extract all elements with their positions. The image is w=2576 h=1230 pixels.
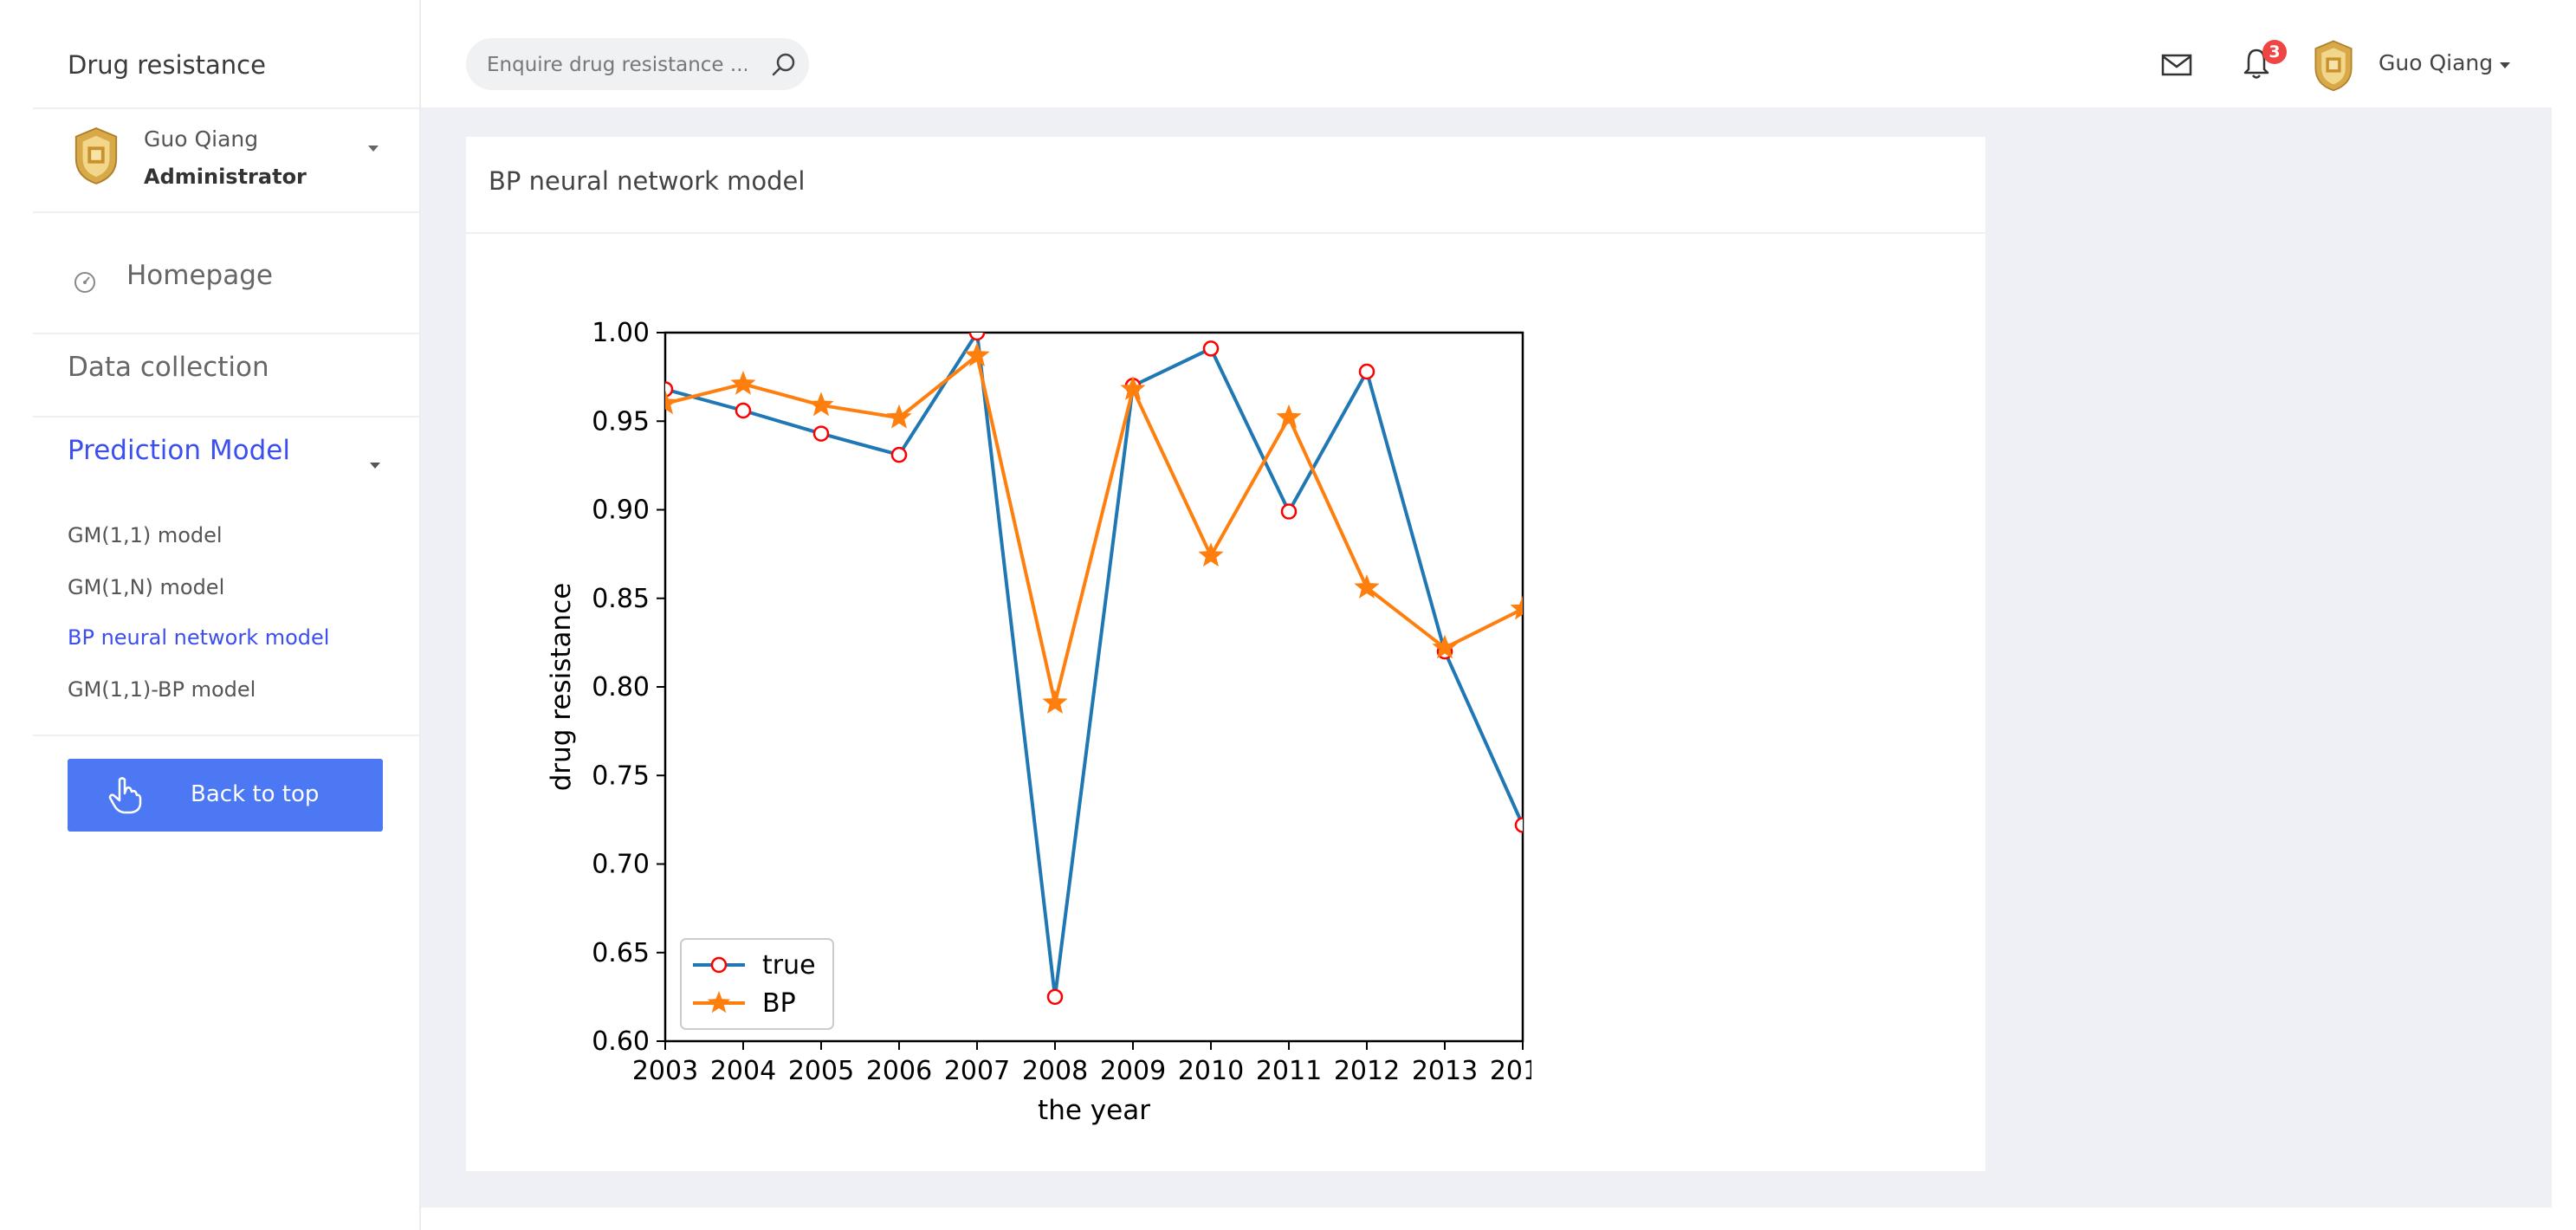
data-point-bp bbox=[808, 392, 834, 417]
sidebar-item-data-collection[interactable]: Data collection bbox=[68, 352, 269, 383]
data-point-bp bbox=[886, 404, 912, 429]
data-point-true bbox=[1514, 817, 1523, 833]
x-tick-label: 2005 bbox=[788, 1056, 854, 1086]
main-content: BP neural network model 0.60 0.65 0.70 0.75… bbox=[421, 107, 2552, 1207]
data-point-true bbox=[968, 333, 986, 341]
avatar[interactable] bbox=[2311, 38, 2356, 92]
series-line-true bbox=[665, 333, 1523, 998]
sidebar-subitem-gm1n[interactable]: GM(1,N) model bbox=[68, 575, 225, 599]
x-tick-label: 2008 bbox=[1022, 1056, 1088, 1086]
divider bbox=[33, 735, 419, 736]
x-tick-label: 2013 bbox=[1412, 1056, 1478, 1086]
x-tick-label: 2003 bbox=[632, 1056, 698, 1086]
data-point-true bbox=[812, 425, 830, 442]
line-chart: 0.60 0.65 0.70 0.75 0.80 0.85 0.90 0.95 1.00 2003… bbox=[546, 318, 1531, 1126]
sidebar-item-prediction-model[interactable]: Prediction Model bbox=[68, 435, 290, 466]
sidebar: Drug resistance Guo Qiang Administrator … bbox=[33, 0, 421, 1230]
pointer-hand-icon bbox=[108, 777, 142, 814]
data-point-true bbox=[1202, 340, 1220, 357]
series-line-bp bbox=[665, 353, 1523, 703]
legend-label-bp: BP bbox=[762, 988, 796, 1019]
data-point-true bbox=[665, 381, 674, 398]
sidebar-subitem-gm11-bp[interactable]: GM(1,1)-BP model bbox=[68, 677, 256, 702]
divider bbox=[33, 416, 419, 418]
x-tick-label: 2007 bbox=[944, 1056, 1010, 1086]
data-point-bp bbox=[1510, 595, 1523, 620]
sidebar-item-homepage[interactable] bbox=[68, 258, 414, 301]
y-tick-label: 0.85 bbox=[592, 584, 650, 614]
divider bbox=[466, 232, 1985, 234]
y-tick-label: 1.00 bbox=[592, 318, 650, 348]
x-tick-label: 2004 bbox=[710, 1056, 776, 1086]
x-tick-label: 2010 bbox=[1178, 1056, 1244, 1086]
y-tick-label: 0.75 bbox=[592, 761, 650, 791]
divider bbox=[33, 333, 419, 334]
data-point-bp bbox=[1276, 404, 1302, 429]
card-title: BP neural network model bbox=[489, 166, 806, 196]
legend-label-true: true bbox=[762, 950, 816, 981]
y-tick-label: 0.95 bbox=[592, 406, 650, 437]
data-point-bp bbox=[730, 370, 756, 395]
x-tick-label: 2012 bbox=[1334, 1056, 1400, 1086]
data-point-true bbox=[1358, 363, 1375, 380]
search-icon[interactable] bbox=[769, 50, 799, 80]
data-point-true bbox=[890, 446, 908, 463]
divider bbox=[33, 107, 419, 109]
search-input[interactable] bbox=[485, 47, 748, 83]
data-point-bp bbox=[665, 390, 678, 415]
sidebar-item-label[interactable]: Homepage bbox=[126, 260, 273, 291]
top-bar: 3 Guo Qiang bbox=[421, 0, 2552, 107]
data-point-bp bbox=[964, 342, 990, 367]
sidebar-user-menu[interactable]: Guo Qiang Administrator bbox=[33, 116, 419, 211]
avatar bbox=[74, 127, 118, 184]
notification-badge: 3 bbox=[2262, 40, 2287, 64]
data-point-true bbox=[735, 402, 752, 419]
x-tick-label: 2009 bbox=[1100, 1056, 1166, 1086]
y-tick-label: 0.70 bbox=[592, 850, 650, 880]
back-to-top-label: Back to top bbox=[191, 781, 320, 807]
x-tick-label: 2014 bbox=[1490, 1056, 1531, 1086]
y-axis-label: drug resistance bbox=[546, 583, 577, 792]
chevron-down-icon[interactable] bbox=[2500, 62, 2510, 68]
y-tick-label: 0.60 bbox=[592, 1026, 650, 1057]
x-axis-label: the year bbox=[1038, 1095, 1150, 1126]
legend-marker-true bbox=[710, 956, 728, 974]
model-card: BP neural network model 0.60 0.65 0.70 0.75… bbox=[466, 137, 1985, 1171]
data-point-bp bbox=[1198, 542, 1224, 567]
search-box[interactable] bbox=[466, 38, 809, 90]
sidebar-subitem-gm11[interactable]: GM(1,1) model bbox=[68, 523, 223, 547]
data-point-true bbox=[1280, 503, 1298, 520]
y-tick-label: 0.90 bbox=[592, 495, 650, 526]
chevron-down-icon[interactable] bbox=[370, 463, 380, 469]
bell-icon[interactable] bbox=[2242, 47, 2271, 80]
data-point-bp bbox=[1432, 634, 1458, 659]
brand-title: Drug resistance bbox=[68, 50, 266, 80]
sidebar-subitem-bp-neural-network[interactable]: BP neural network model bbox=[68, 625, 330, 650]
dashboard-icon bbox=[74, 272, 95, 293]
x-tick-label: 2006 bbox=[866, 1056, 932, 1086]
topbar-user-name[interactable]: Guo Qiang bbox=[2379, 50, 2494, 75]
back-to-top-button[interactable]: Back to top bbox=[68, 759, 383, 832]
mail-icon[interactable] bbox=[2160, 52, 2193, 78]
data-point-bp bbox=[1354, 574, 1380, 599]
y-tick-label: 0.80 bbox=[592, 672, 650, 702]
x-tick-label: 2011 bbox=[1256, 1056, 1322, 1086]
data-point-bp bbox=[1042, 689, 1068, 714]
data-point-true bbox=[1046, 988, 1064, 1006]
chevron-down-icon[interactable] bbox=[368, 146, 379, 152]
y-tick-label: 0.65 bbox=[592, 938, 650, 968]
sidebar-user-role: Administrator bbox=[144, 165, 307, 189]
data-point-bp bbox=[1120, 375, 1146, 400]
legend-marker-bp bbox=[707, 991, 731, 1013]
sidebar-user-name: Guo Qiang bbox=[144, 126, 259, 152]
divider bbox=[33, 211, 419, 213]
